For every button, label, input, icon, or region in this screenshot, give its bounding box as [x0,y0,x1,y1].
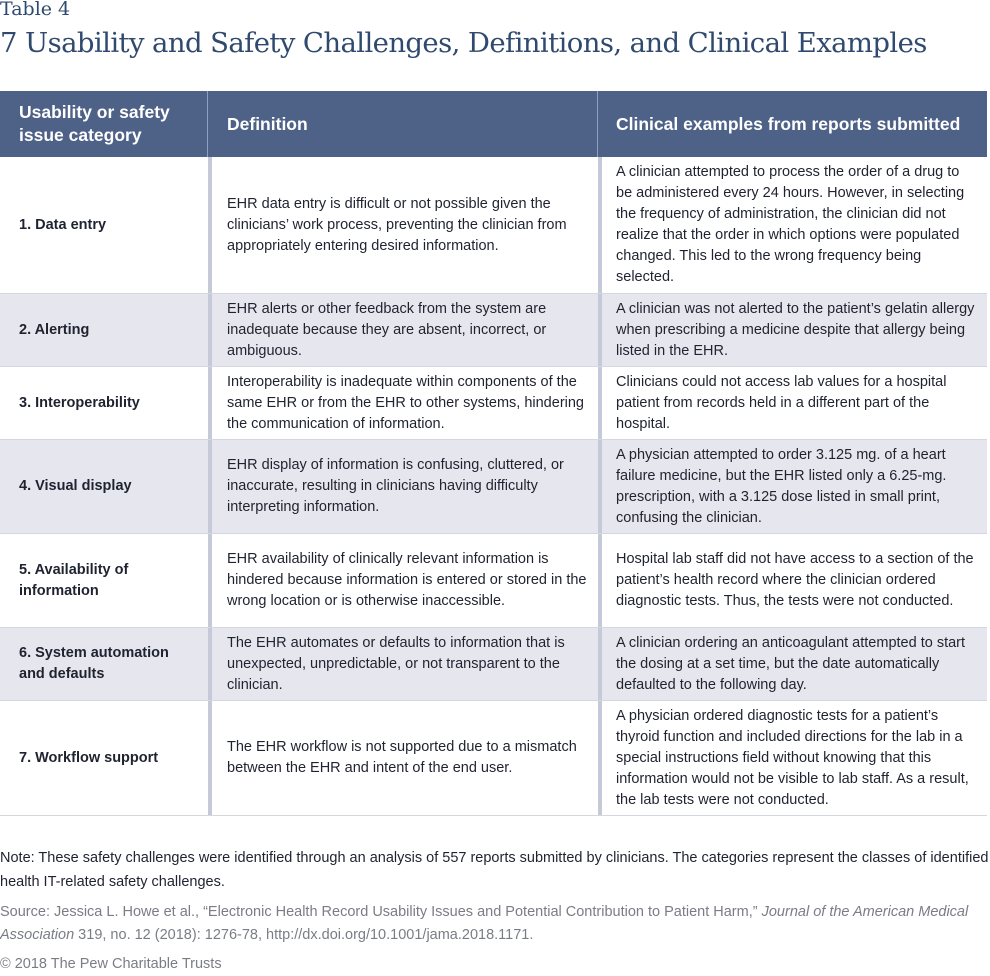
row-category: 1. Data entry [0,157,212,293]
source-journal: Journal of the American Medical Associat… [0,904,969,943]
challenges-table: Usability or safety issue category Defin… [0,91,987,816]
table-row: 6. System automation and defaults The EH… [0,628,987,701]
row-category: 6. System automation and defaults [0,628,212,700]
row-definition: EHR display of information is confusing,… [212,440,602,533]
table-label: Table 4 [0,0,71,20]
table-note: Note: These safety challenges were ident… [0,850,989,890]
row-definition: EHR availability of clinically relevant … [212,534,602,627]
table-row: 3. Interoperability Interoperability is … [0,367,987,440]
row-category: 2. Alerting [0,294,212,366]
row-definition: Interoperability is inadequate within co… [212,367,602,439]
row-example: A clinician was not alerted to the patie… [616,300,975,359]
row-category: 4. Visual display [0,440,212,533]
table-row: 1. Data entry EHR data entry is difficul… [0,157,987,294]
header-examples: Clinical examples from reports submitted [616,113,961,134]
header-definition: Definition [208,91,598,157]
row-example: Clinicians could not access lab values f… [616,373,947,432]
copyright: © 2018 The Pew Charitable Trusts [0,956,222,972]
row-example: A physician attempted to order 3.125 mg.… [616,446,947,526]
table-row: 4. Visual display EHR display of informa… [0,440,987,534]
row-example: Hospital lab staff did not have access t… [616,551,974,609]
row-example: A clinician ordering an anticoagulant at… [616,634,966,693]
row-definition: EHR data entry is difficult or not possi… [212,157,602,293]
source-citation: Source: Jessica L. Howe et al., “Electro… [0,901,990,947]
row-category: 3. Interoperability [0,367,212,439]
source-suffix: 319, no. 12 (2018): 1276-78, http://dx.d… [74,927,534,943]
source-prefix: Source: Jessica L. Howe et al., “Electro… [0,904,762,920]
table-row: 5. Availability of information EHR avail… [0,534,987,628]
table-row: 2. Alerting EHR alerts or other feedback… [0,294,987,367]
table-row: 7. Workflow support The EHR workflow is … [0,701,987,816]
row-definition: The EHR automates or defaults to informa… [212,628,602,700]
row-example: A clinician attempted to process the ord… [616,164,965,285]
row-category: 5. Availability of information [0,534,212,627]
table-header-row: Usability or safety issue category Defin… [0,91,987,157]
row-category: 7. Workflow support [0,701,212,815]
page-title: 7 Usability and Safety Challenges, Defin… [0,27,927,59]
row-definition: EHR alerts or other feedback from the sy… [212,294,602,366]
header-category: Usability or safety issue category [0,91,208,157]
row-definition: The EHR workflow is not supported due to… [212,701,602,815]
row-example: A physician ordered diagnostic tests for… [616,707,969,808]
